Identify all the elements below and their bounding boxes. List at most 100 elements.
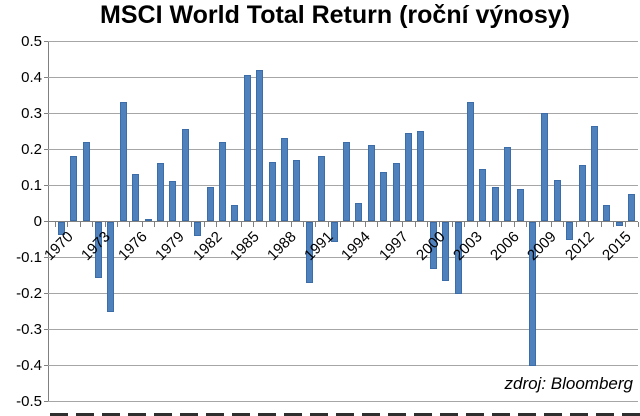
x-axis-tick bbox=[489, 222, 490, 227]
bar-2010 bbox=[553, 179, 561, 221]
x-axis-tick bbox=[464, 222, 466, 227]
y-axis-tick bbox=[44, 41, 48, 42]
x-axis-tick bbox=[563, 222, 565, 227]
x-axis-tick bbox=[389, 222, 391, 227]
gridline bbox=[48, 41, 638, 42]
y-axis-tick bbox=[44, 365, 48, 366]
bar-2009 bbox=[541, 113, 549, 221]
x-axis-tick bbox=[501, 222, 503, 227]
bar-1995 bbox=[367, 145, 375, 221]
bar-1971 bbox=[70, 156, 78, 221]
y-axis-tick-label: -0.2 bbox=[16, 285, 42, 302]
gridline bbox=[48, 77, 638, 78]
x-axis-tick bbox=[154, 222, 156, 227]
y-axis-tick bbox=[44, 221, 48, 222]
x-axis-tick bbox=[402, 222, 404, 227]
bar-1972 bbox=[82, 141, 90, 221]
x-axis-tick bbox=[67, 222, 69, 227]
x-axis-tick bbox=[216, 222, 218, 227]
x-axis-tick bbox=[365, 222, 366, 227]
bar-2006 bbox=[504, 147, 512, 221]
cropped-bottom-artifact bbox=[50, 413, 640, 416]
x-axis-tick bbox=[327, 222, 329, 227]
bar-2008 bbox=[528, 222, 536, 366]
y-axis-tick-label: 0.3 bbox=[21, 105, 42, 122]
x-axis-tick bbox=[439, 222, 441, 227]
bar-1977 bbox=[144, 219, 152, 222]
y-axis-tick bbox=[44, 149, 48, 150]
x-axis-tick bbox=[613, 222, 614, 227]
x-axis-tick bbox=[588, 222, 590, 227]
bar-2015 bbox=[615, 222, 623, 226]
bar-1974 bbox=[107, 222, 115, 312]
bar-1976 bbox=[132, 174, 140, 221]
x-axis-tick bbox=[526, 222, 528, 227]
y-axis-tick bbox=[44, 113, 48, 114]
bar-1991 bbox=[318, 156, 326, 221]
bar-1997 bbox=[392, 163, 400, 221]
x-axis-tick bbox=[79, 222, 81, 227]
source-note: zdroj: Bloomberg bbox=[504, 374, 633, 393]
bar-1992 bbox=[330, 222, 338, 242]
x-axis-tick bbox=[92, 222, 94, 227]
x-axis-tick bbox=[451, 222, 453, 227]
x-axis-tick bbox=[241, 222, 242, 227]
x-axis-tick bbox=[476, 222, 478, 227]
y-axis-tick bbox=[44, 77, 48, 78]
bar-1985 bbox=[243, 75, 251, 221]
x-axis-tick bbox=[315, 222, 317, 227]
bar-1998 bbox=[404, 132, 412, 221]
y-axis-tick bbox=[44, 329, 48, 330]
x-axis-tick bbox=[166, 222, 168, 227]
bar-2001 bbox=[442, 222, 450, 282]
bar-2016 bbox=[628, 194, 636, 221]
x-axis-tick bbox=[55, 222, 56, 227]
y-axis-tick-label: -0.4 bbox=[16, 357, 42, 374]
y-axis-tick-label: 0.1 bbox=[21, 177, 42, 194]
x-axis-tick bbox=[600, 222, 602, 227]
bar-1970 bbox=[57, 222, 65, 235]
x-axis-tick bbox=[352, 222, 354, 227]
x-axis-tick bbox=[179, 222, 180, 227]
gridline bbox=[48, 113, 638, 114]
y-axis-tick bbox=[44, 257, 48, 258]
bar-1993 bbox=[342, 141, 350, 221]
bar-1990 bbox=[305, 222, 313, 284]
bar-2004 bbox=[479, 168, 487, 221]
bar-1987 bbox=[268, 161, 276, 221]
bar-1984 bbox=[231, 204, 239, 221]
x-axis-tick bbox=[303, 222, 304, 227]
gridline bbox=[48, 401, 638, 402]
y-axis-tick-label: -0.3 bbox=[16, 321, 42, 338]
x-axis-tick bbox=[427, 222, 428, 227]
x-axis-tick bbox=[637, 222, 639, 227]
bar-2012 bbox=[578, 165, 586, 221]
bar-2002 bbox=[454, 222, 462, 294]
bar-1988 bbox=[280, 138, 288, 221]
x-axis-line bbox=[48, 221, 638, 222]
x-axis-tick bbox=[141, 222, 143, 227]
bar-1996 bbox=[380, 172, 388, 221]
bar-2005 bbox=[491, 186, 499, 221]
y-axis-tick-label: -0.5 bbox=[16, 393, 42, 410]
gridline bbox=[48, 329, 638, 330]
bar-1975 bbox=[119, 102, 127, 221]
bar-1979 bbox=[169, 181, 177, 221]
x-axis-tick bbox=[551, 222, 552, 227]
x-axis-tick bbox=[104, 222, 106, 227]
x-axis-tick bbox=[191, 222, 193, 227]
bar-1989 bbox=[293, 159, 301, 221]
x-axis-tick bbox=[575, 222, 577, 227]
y-axis-tick-label: -0.1 bbox=[16, 249, 42, 266]
x-axis-tick bbox=[290, 222, 292, 227]
y-axis-tick-label: 0.5 bbox=[21, 33, 42, 50]
x-axis-tick bbox=[625, 222, 627, 227]
bar-2003 bbox=[466, 102, 474, 221]
y-axis-tick bbox=[44, 401, 48, 402]
bar-2013 bbox=[590, 125, 598, 221]
y-axis-tick-label: 0 bbox=[33, 213, 42, 230]
gridline bbox=[48, 365, 638, 366]
chart-title: MSCI World Total Return (roční výnosy) bbox=[100, 1, 570, 29]
bar-1978 bbox=[156, 163, 164, 221]
plot-area bbox=[44, 41, 639, 402]
